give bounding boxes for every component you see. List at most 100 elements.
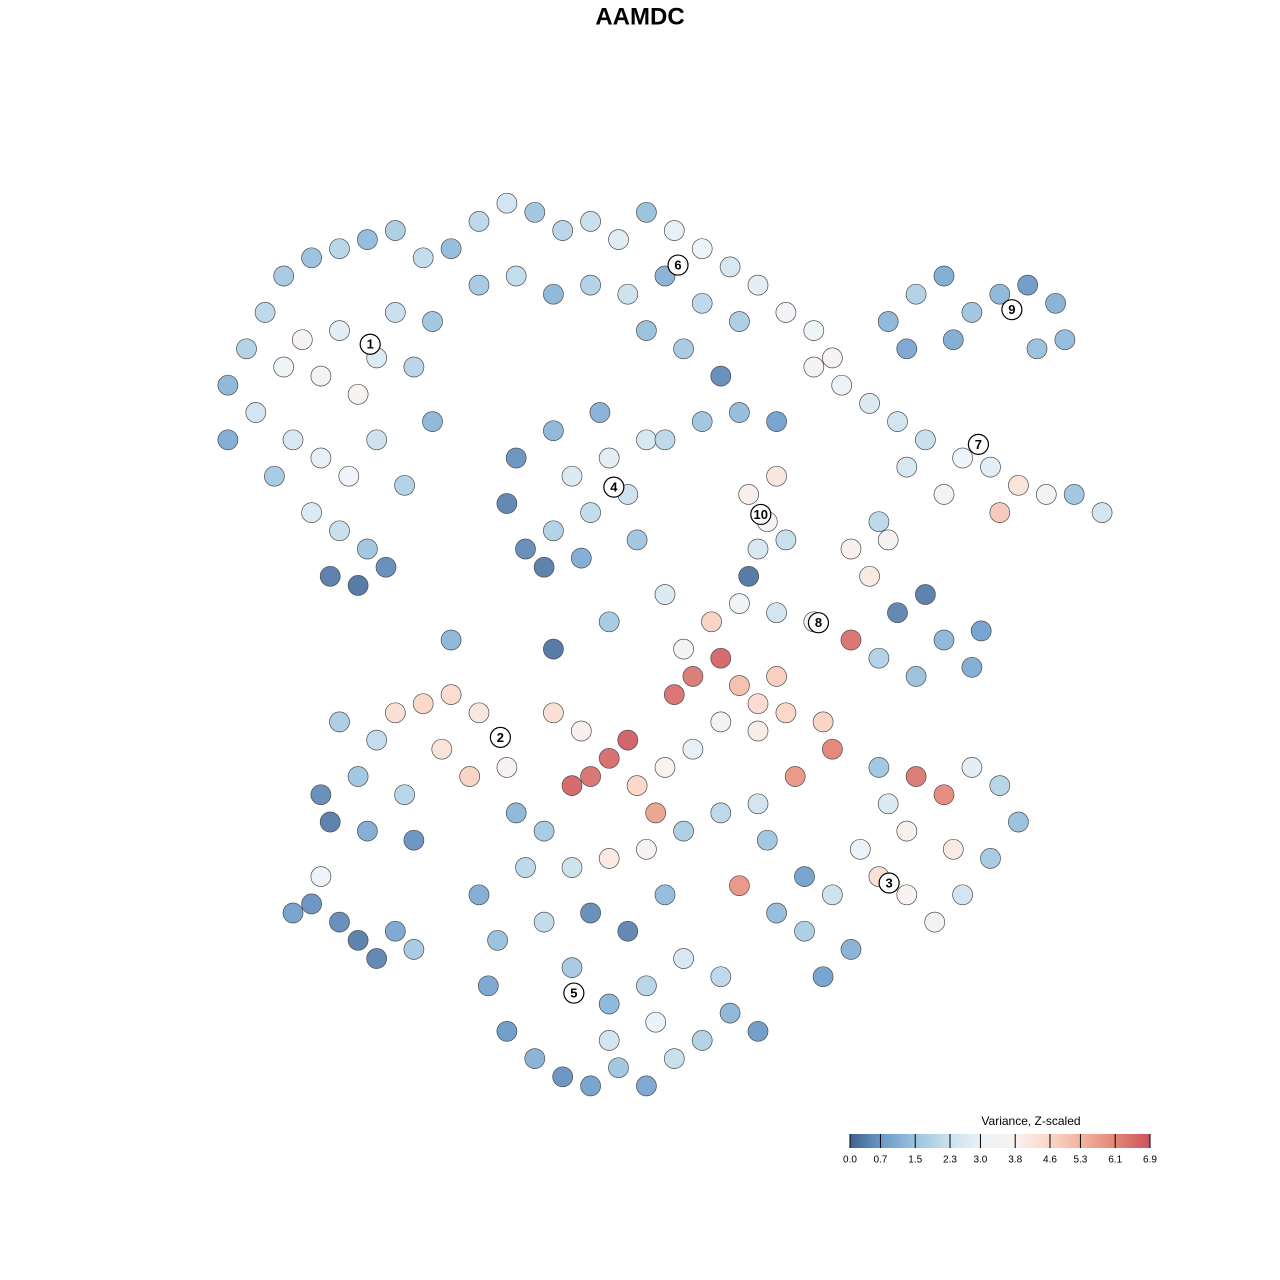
- point: [924, 911, 946, 933]
- colorbar-tick-label: 6.9: [1143, 1155, 1157, 1166]
- point: [877, 311, 899, 332]
- point: [1063, 484, 1085, 505]
- point: [673, 638, 694, 660]
- point: [301, 502, 322, 523]
- point: [942, 329, 964, 351]
- point: [775, 702, 797, 724]
- point: [729, 593, 750, 614]
- colorbar-ticks: 0.0 0.7 1.5 2.3 3.0 3.8 4.6 5.3 6.1 6.9: [843, 1134, 1157, 1166]
- point: [384, 920, 406, 942]
- point: [691, 411, 713, 432]
- points: [217, 192, 1113, 1097]
- point: [626, 775, 648, 796]
- point: [747, 538, 769, 560]
- point: [403, 939, 425, 960]
- point: [1008, 811, 1029, 833]
- point: [915, 584, 936, 605]
- point: [654, 429, 676, 451]
- point: [849, 838, 871, 860]
- point: [961, 302, 983, 323]
- colorbar-tick-label: 5.3: [1073, 1155, 1087, 1166]
- point: [282, 902, 304, 924]
- point: [636, 320, 657, 341]
- colorbar-tick-label: 6.1: [1108, 1155, 1122, 1166]
- point: [459, 766, 481, 787]
- point: [896, 884, 918, 906]
- point: [505, 802, 527, 824]
- point: [319, 565, 341, 587]
- point: [580, 211, 601, 232]
- point: [505, 447, 527, 469]
- point: [961, 656, 983, 678]
- point: [217, 374, 239, 396]
- point: [915, 429, 936, 451]
- point: [682, 666, 704, 687]
- point: [533, 911, 555, 933]
- cluster-marker: [359, 333, 381, 355]
- point: [329, 911, 350, 933]
- point: [1054, 329, 1076, 351]
- point: [626, 529, 648, 551]
- colorbar-tick-label: 0.7: [873, 1155, 887, 1166]
- cluster-marker: [750, 503, 772, 526]
- point: [422, 411, 443, 432]
- point: [329, 520, 350, 542]
- point: [933, 265, 955, 287]
- point: [347, 575, 369, 596]
- point: [803, 320, 825, 341]
- point: [552, 220, 574, 241]
- point: [310, 365, 332, 387]
- point: [989, 775, 1011, 796]
- point: [357, 538, 378, 560]
- point: [812, 966, 834, 988]
- cluster-marker: [807, 612, 830, 634]
- point: [812, 711, 834, 733]
- point: [766, 411, 787, 432]
- colorbar-tick-label: 3.8: [1008, 1155, 1022, 1166]
- cluster-label: 2: [497, 730, 504, 745]
- point: [366, 948, 388, 969]
- point: [384, 302, 406, 323]
- point: [412, 693, 434, 715]
- point: [1091, 502, 1113, 523]
- cluster-labels: 1 2 3 4 5 6 7 8 9 10: [359, 254, 1023, 1004]
- point: [682, 738, 704, 760]
- point: [636, 975, 657, 997]
- point: [942, 838, 964, 860]
- point: [496, 192, 518, 214]
- colorbar-tick-label: 3.0: [973, 1155, 987, 1166]
- point: [989, 283, 1011, 305]
- point: [412, 247, 434, 269]
- cluster-marker: [878, 872, 900, 894]
- point: [719, 1002, 741, 1024]
- cluster-label: 3: [886, 875, 893, 890]
- point: [840, 939, 862, 960]
- point: [543, 638, 564, 660]
- point: [440, 629, 462, 651]
- point: [598, 747, 620, 769]
- point: [952, 884, 973, 906]
- point: [980, 456, 1001, 478]
- point: [617, 283, 639, 305]
- point: [1035, 484, 1057, 505]
- point: [236, 338, 257, 360]
- point: [310, 866, 332, 887]
- point: [1026, 338, 1048, 360]
- point: [552, 1066, 574, 1088]
- point: [766, 666, 787, 687]
- point: [561, 857, 583, 878]
- point: [273, 265, 295, 287]
- point: [933, 629, 955, 651]
- point: [654, 584, 676, 605]
- point: [822, 884, 843, 906]
- cluster-marker: [967, 433, 990, 455]
- point: [487, 929, 508, 951]
- colorbar-tick-label: 0.0: [843, 1155, 857, 1166]
- point: [394, 474, 415, 496]
- point: [347, 383, 369, 405]
- point: [524, 1048, 546, 1069]
- point: [673, 338, 694, 360]
- point: [561, 775, 583, 796]
- point: [329, 711, 350, 733]
- point: [719, 256, 741, 278]
